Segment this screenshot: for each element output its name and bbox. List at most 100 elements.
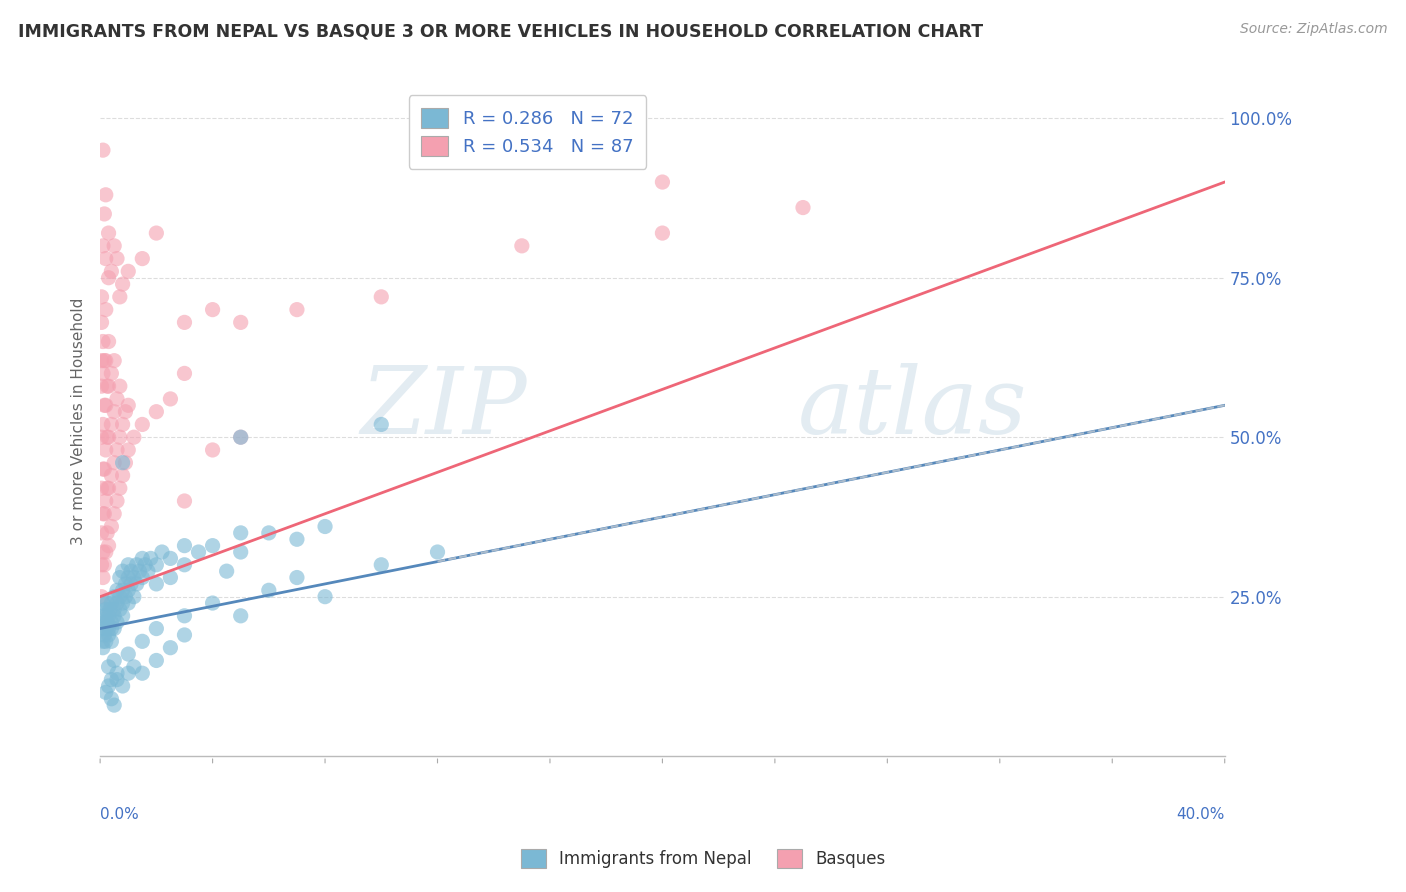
Point: [111, 596, 134, 610]
Point: [97, 539, 120, 553]
Point: [103, 602, 125, 616]
Point: [173, 367, 195, 381]
Point: [108, 602, 131, 616]
Point: [229, 545, 252, 559]
Point: [134, 558, 156, 572]
Point: [117, 264, 139, 278]
Point: [100, 264, 122, 278]
Point: [122, 430, 145, 444]
Point: [100, 673, 122, 687]
Point: [792, 201, 814, 215]
Point: [125, 558, 148, 572]
Point: [93, 398, 115, 412]
Point: [93, 628, 115, 642]
Y-axis label: 3 or more Vehicles in Household: 3 or more Vehicles in Household: [72, 298, 86, 545]
Point: [114, 577, 136, 591]
Point: [91, 545, 114, 559]
Point: [96, 596, 118, 610]
Point: [91, 634, 114, 648]
Point: [98, 602, 121, 616]
Point: [117, 647, 139, 661]
Point: [94, 353, 117, 368]
Point: [103, 507, 125, 521]
Point: [111, 277, 134, 292]
Point: [90, 481, 112, 495]
Point: [285, 570, 308, 584]
Point: [131, 634, 153, 648]
Point: [94, 685, 117, 699]
Point: [90, 590, 112, 604]
Point: [93, 207, 115, 221]
Point: [285, 302, 308, 317]
Point: [103, 698, 125, 712]
Point: [285, 533, 308, 547]
Point: [103, 608, 125, 623]
Point: [94, 494, 117, 508]
Point: [122, 590, 145, 604]
Point: [100, 468, 122, 483]
Point: [229, 430, 252, 444]
Point: [93, 462, 115, 476]
Point: [173, 315, 195, 329]
Point: [96, 481, 118, 495]
Point: [370, 558, 392, 572]
Point: [103, 353, 125, 368]
Point: [173, 539, 195, 553]
Point: [94, 442, 117, 457]
Point: [108, 590, 131, 604]
Point: [114, 590, 136, 604]
Point: [229, 525, 252, 540]
Point: [94, 187, 117, 202]
Point: [257, 583, 280, 598]
Point: [100, 615, 122, 630]
Point: [229, 608, 252, 623]
Point: [145, 405, 167, 419]
Point: [91, 143, 114, 157]
Point: [111, 679, 134, 693]
Point: [103, 456, 125, 470]
Point: [90, 558, 112, 572]
Point: [90, 290, 112, 304]
Point: [91, 507, 114, 521]
Point: [103, 590, 125, 604]
Point: [510, 239, 533, 253]
Text: atlas: atlas: [797, 363, 1026, 453]
Point: [108, 290, 131, 304]
Point: [94, 545, 117, 559]
Point: [100, 622, 122, 636]
Point: [120, 564, 142, 578]
Point: [97, 334, 120, 349]
Point: [111, 468, 134, 483]
Point: [125, 577, 148, 591]
Point: [97, 608, 120, 623]
Text: Source: ZipAtlas.com: Source: ZipAtlas.com: [1240, 22, 1388, 37]
Point: [100, 417, 122, 432]
Point: [91, 239, 114, 253]
Point: [90, 353, 112, 368]
Point: [128, 564, 150, 578]
Text: 40.0%: 40.0%: [1177, 807, 1225, 822]
Point: [314, 590, 336, 604]
Point: [111, 583, 134, 598]
Point: [111, 456, 134, 470]
Point: [90, 315, 112, 329]
Point: [201, 302, 224, 317]
Point: [131, 417, 153, 432]
Point: [145, 558, 167, 572]
Point: [91, 596, 114, 610]
Point: [97, 679, 120, 693]
Point: [131, 570, 153, 584]
Point: [100, 519, 122, 533]
Point: [159, 551, 181, 566]
Point: [94, 602, 117, 616]
Point: [100, 367, 122, 381]
Point: [426, 545, 449, 559]
Point: [91, 367, 114, 381]
Point: [97, 660, 120, 674]
Point: [117, 558, 139, 572]
Point: [108, 570, 131, 584]
Text: ZIP: ZIP: [361, 363, 527, 453]
Point: [139, 551, 162, 566]
Point: [257, 525, 280, 540]
Point: [173, 558, 195, 572]
